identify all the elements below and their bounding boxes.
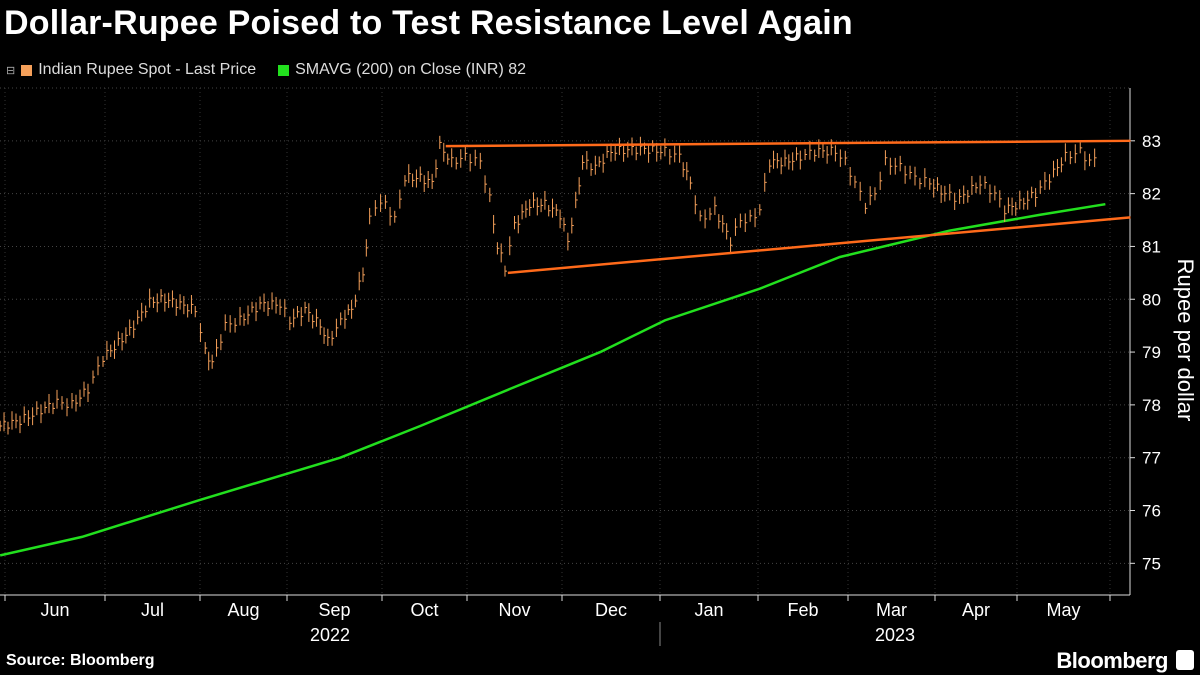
x-month-label: Aug (227, 600, 259, 620)
legend: ⊟ Indian Rupee Spot - Last Price SMAVG (… (6, 61, 526, 79)
x-month-label: Jun (40, 600, 69, 620)
x-month-label: Dec (595, 600, 627, 620)
x-month-label: Oct (410, 600, 438, 620)
y-tick-label: 83 (1142, 132, 1161, 151)
legend-swatch-sma (278, 64, 290, 76)
x-month-label: Nov (498, 600, 530, 620)
y-tick-label: 77 (1142, 449, 1161, 468)
y-tick-label: 82 (1142, 185, 1161, 204)
support-line (507, 216, 1131, 275)
legend-swatch-spot (21, 64, 33, 76)
bloomberg-logo: Bloomberg (1056, 648, 1168, 673)
source-note: Source: Bloomberg (6, 652, 155, 669)
y-tick-label: 80 (1142, 290, 1161, 309)
y-tick-label: 78 (1142, 396, 1161, 415)
sma-line (0, 202, 1106, 557)
x-month-label: Apr (962, 600, 990, 620)
legend-label-sma: SMAVG (200) on Close (INR) 82 (295, 61, 527, 78)
x-month-label: May (1046, 600, 1080, 620)
y-tick-label: 76 (1142, 502, 1161, 521)
price-series (0, 135, 1097, 435)
chart-title: Dollar-Rupee Poised to Test Resistance L… (4, 4, 853, 42)
y-tick-label: 81 (1142, 237, 1161, 256)
x-month-label: Mar (876, 600, 907, 620)
y-tick-label: 79 (1142, 343, 1161, 362)
x-year-label: 2023 (875, 625, 915, 645)
x-year-label: 2022 (310, 625, 350, 645)
y-axis-label: Rupee per dollar (1173, 259, 1198, 422)
y-tick-label: 75 (1142, 554, 1161, 573)
bloomberg-icon (1176, 650, 1194, 670)
x-month-label: Jul (141, 600, 164, 620)
x-month-label: Sep (318, 600, 350, 620)
resistance-line (445, 139, 1131, 148)
x-month-label: Jan (694, 600, 723, 620)
legend-label-spot: Indian Rupee Spot - Last Price (38, 61, 257, 78)
collapse-icon[interactable]: ⊟ (6, 64, 16, 77)
x-month-label: Feb (787, 600, 818, 620)
